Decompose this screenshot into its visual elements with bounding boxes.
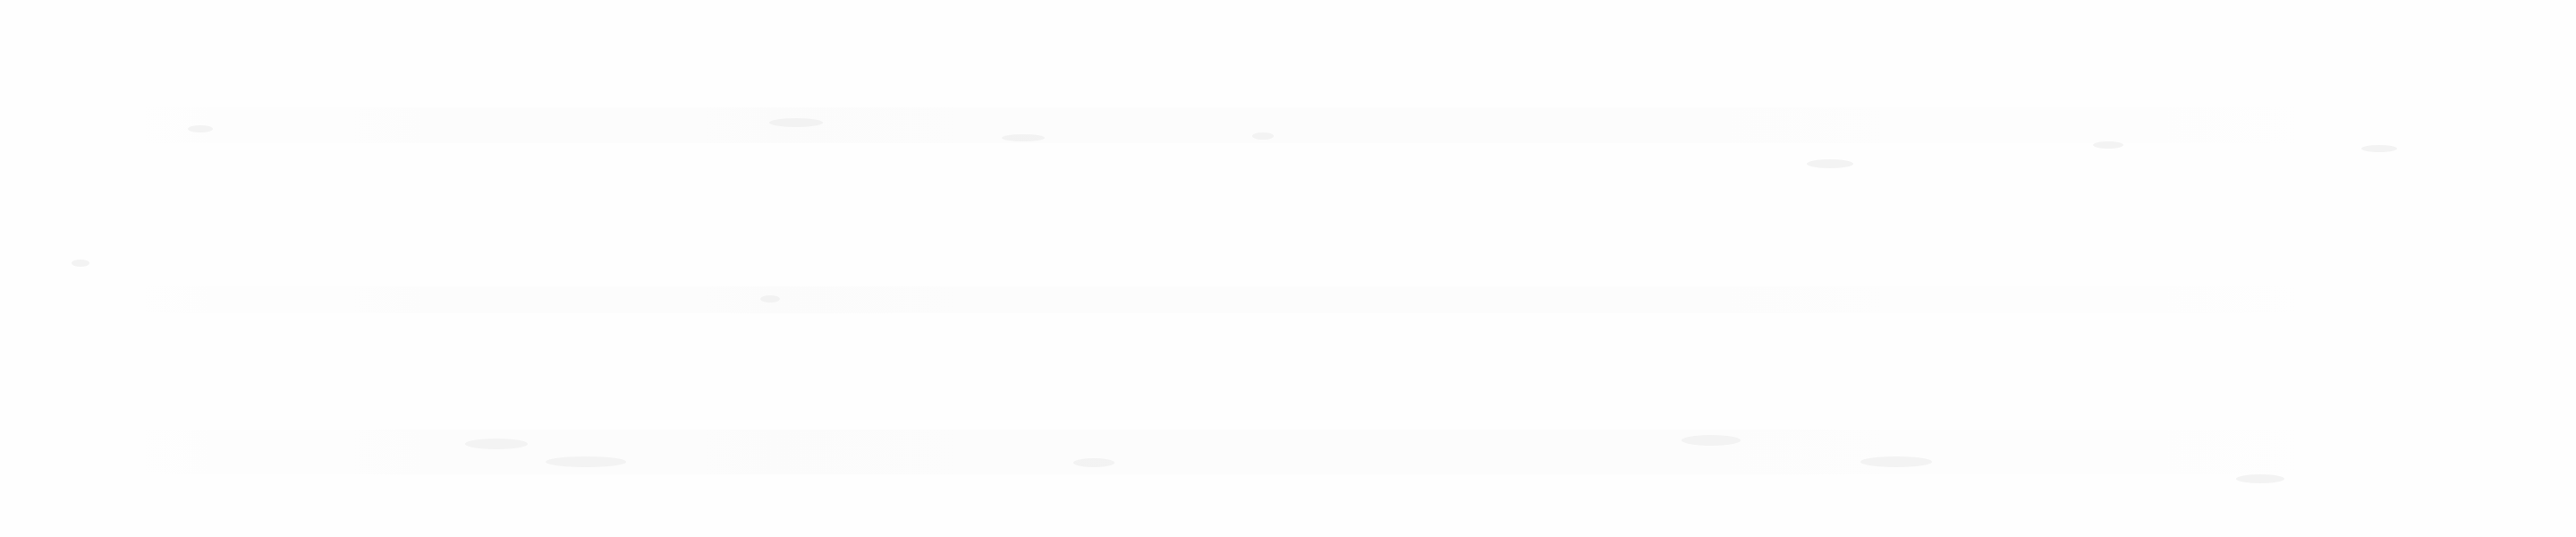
faint-speck: [769, 118, 823, 127]
faint-speck: [2093, 141, 2123, 149]
faint-speck: [1073, 458, 1114, 467]
faint-speck: [465, 439, 528, 449]
faint-speck: [2361, 145, 2397, 152]
faint-band-top: [0, 107, 2576, 143]
faint-speck: [546, 456, 626, 467]
faint-speck: [188, 125, 213, 132]
faint-speck: [1860, 456, 1932, 467]
faint-speck: [2236, 474, 2284, 483]
faint-speck: [760, 295, 780, 303]
faint-speck: [1682, 435, 1741, 446]
faint-speck: [1807, 159, 1853, 168]
faint-speck: [72, 260, 89, 267]
faint-speck: [1252, 132, 1274, 140]
faint-band-bottom: [0, 430, 2576, 474]
faint-band-middle: [0, 286, 2576, 313]
faint-speck: [1002, 134, 1045, 141]
